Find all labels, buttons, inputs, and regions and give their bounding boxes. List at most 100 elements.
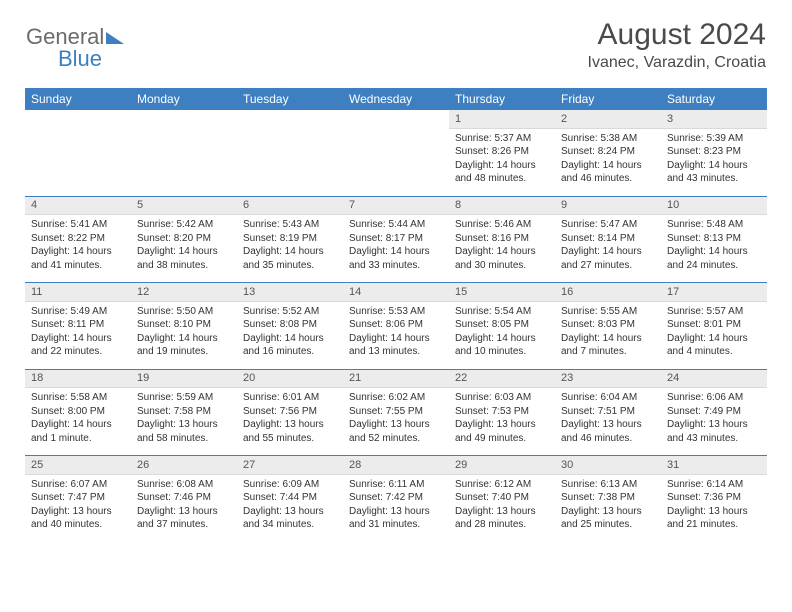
day-number-row: 45678910 bbox=[25, 197, 767, 215]
daylight-text: Daylight: 13 hours and 25 minutes. bbox=[561, 505, 655, 532]
daylight-text: Daylight: 14 hours and 7 minutes. bbox=[561, 332, 655, 359]
day-number-cell: 21 bbox=[343, 370, 449, 388]
daylight-text: Daylight: 13 hours and 31 minutes. bbox=[349, 505, 443, 532]
sunrise-text: Sunrise: 5:39 AM bbox=[667, 132, 761, 146]
page-header: General Blue August 2024 Ivanec, Varazdi… bbox=[0, 0, 792, 80]
day-content-cell: Sunrise: 5:54 AMSunset: 8:05 PMDaylight:… bbox=[449, 301, 555, 369]
day-number-cell: 31 bbox=[661, 456, 767, 474]
day-header: Monday bbox=[131, 88, 237, 110]
day-number-cell: 17 bbox=[661, 283, 767, 301]
daylight-text: Daylight: 13 hours and 37 minutes. bbox=[137, 505, 231, 532]
sunset-text: Sunset: 7:55 PM bbox=[349, 405, 443, 419]
sunrise-text: Sunrise: 5:50 AM bbox=[137, 305, 231, 319]
daylight-text: Daylight: 14 hours and 27 minutes. bbox=[561, 245, 655, 272]
day-content-row: Sunrise: 6:07 AMSunset: 7:47 PMDaylight:… bbox=[25, 474, 767, 542]
day-number-row: 25262728293031 bbox=[25, 456, 767, 474]
daylight-text: Daylight: 13 hours and 46 minutes. bbox=[561, 418, 655, 445]
sunset-text: Sunset: 8:13 PM bbox=[667, 232, 761, 246]
daylight-text: Daylight: 14 hours and 13 minutes. bbox=[349, 332, 443, 359]
day-content-row: Sunrise: 5:49 AMSunset: 8:11 PMDaylight:… bbox=[25, 301, 767, 369]
sunrise-text: Sunrise: 5:37 AM bbox=[455, 132, 549, 146]
day-number-row: 11121314151617 bbox=[25, 283, 767, 301]
day-content-cell: Sunrise: 5:43 AMSunset: 8:19 PMDaylight:… bbox=[237, 215, 343, 283]
day-number-cell: 3 bbox=[661, 110, 767, 128]
sunrise-text: Sunrise: 6:06 AM bbox=[667, 391, 761, 405]
sunset-text: Sunset: 8:26 PM bbox=[455, 145, 549, 159]
sunset-text: Sunset: 7:51 PM bbox=[561, 405, 655, 419]
day-number-cell: 14 bbox=[343, 283, 449, 301]
day-number-cell: 16 bbox=[555, 283, 661, 301]
sunrise-text: Sunrise: 5:48 AM bbox=[667, 218, 761, 232]
sunset-text: Sunset: 8:00 PM bbox=[31, 405, 125, 419]
day-content-cell: Sunrise: 5:44 AMSunset: 8:17 PMDaylight:… bbox=[343, 215, 449, 283]
sunrise-text: Sunrise: 5:52 AM bbox=[243, 305, 337, 319]
day-number-cell: 10 bbox=[661, 197, 767, 215]
day-number-cell: 8 bbox=[449, 197, 555, 215]
day-number-cell: 4 bbox=[25, 197, 131, 215]
sunset-text: Sunset: 8:20 PM bbox=[137, 232, 231, 246]
daylight-text: Daylight: 13 hours and 52 minutes. bbox=[349, 418, 443, 445]
day-content-cell bbox=[237, 128, 343, 196]
sunrise-text: Sunrise: 6:08 AM bbox=[137, 478, 231, 492]
sunrise-text: Sunrise: 5:54 AM bbox=[455, 305, 549, 319]
day-content-cell: Sunrise: 6:11 AMSunset: 7:42 PMDaylight:… bbox=[343, 474, 449, 542]
day-content-cell: Sunrise: 5:46 AMSunset: 8:16 PMDaylight:… bbox=[449, 215, 555, 283]
day-content-cell: Sunrise: 5:37 AMSunset: 8:26 PMDaylight:… bbox=[449, 128, 555, 196]
day-content-cell: Sunrise: 5:38 AMSunset: 8:24 PMDaylight:… bbox=[555, 128, 661, 196]
sunset-text: Sunset: 8:10 PM bbox=[137, 318, 231, 332]
sunrise-text: Sunrise: 6:14 AM bbox=[667, 478, 761, 492]
daylight-text: Daylight: 13 hours and 55 minutes. bbox=[243, 418, 337, 445]
sunset-text: Sunset: 8:14 PM bbox=[561, 232, 655, 246]
day-content-cell: Sunrise: 5:41 AMSunset: 8:22 PMDaylight:… bbox=[25, 215, 131, 283]
sunset-text: Sunset: 8:05 PM bbox=[455, 318, 549, 332]
sunrise-text: Sunrise: 6:11 AM bbox=[349, 478, 443, 492]
sunrise-text: Sunrise: 6:09 AM bbox=[243, 478, 337, 492]
sunset-text: Sunset: 8:01 PM bbox=[667, 318, 761, 332]
sunset-text: Sunset: 7:53 PM bbox=[455, 405, 549, 419]
sunset-text: Sunset: 8:24 PM bbox=[561, 145, 655, 159]
day-content-cell: Sunrise: 6:07 AMSunset: 7:47 PMDaylight:… bbox=[25, 474, 131, 542]
sunset-text: Sunset: 8:22 PM bbox=[31, 232, 125, 246]
daylight-text: Daylight: 14 hours and 43 minutes. bbox=[667, 159, 761, 186]
daylight-text: Daylight: 14 hours and 24 minutes. bbox=[667, 245, 761, 272]
day-content-cell: Sunrise: 5:52 AMSunset: 8:08 PMDaylight:… bbox=[237, 301, 343, 369]
day-content-row: Sunrise: 5:37 AMSunset: 8:26 PMDaylight:… bbox=[25, 128, 767, 196]
sunrise-text: Sunrise: 5:57 AM bbox=[667, 305, 761, 319]
sunrise-text: Sunrise: 5:58 AM bbox=[31, 391, 125, 405]
calendar-table: SundayMondayTuesdayWednesdayThursdayFrid… bbox=[25, 88, 767, 542]
daylight-text: Daylight: 13 hours and 58 minutes. bbox=[137, 418, 231, 445]
sunrise-text: Sunrise: 5:38 AM bbox=[561, 132, 655, 146]
day-content-row: Sunrise: 5:41 AMSunset: 8:22 PMDaylight:… bbox=[25, 215, 767, 283]
sunset-text: Sunset: 8:11 PM bbox=[31, 318, 125, 332]
daylight-text: Daylight: 14 hours and 30 minutes. bbox=[455, 245, 549, 272]
day-content-cell: Sunrise: 6:08 AMSunset: 7:46 PMDaylight:… bbox=[131, 474, 237, 542]
day-content-row: Sunrise: 5:58 AMSunset: 8:00 PM Daylight:… bbox=[25, 388, 767, 456]
daylight-text: Daylight: 13 hours and 43 minutes. bbox=[667, 418, 761, 445]
day-content-cell: Sunrise: 5:47 AMSunset: 8:14 PMDaylight:… bbox=[555, 215, 661, 283]
day-content-cell: Sunrise: 5:39 AMSunset: 8:23 PMDaylight:… bbox=[661, 128, 767, 196]
day-content-cell: Sunrise: 5:48 AMSunset: 8:13 PMDaylight:… bbox=[661, 215, 767, 283]
day-number-cell: 27 bbox=[237, 456, 343, 474]
daylight-text: Daylight: 14 hours and 48 minutes. bbox=[455, 159, 549, 186]
sunset-text: Sunset: 7:58 PM bbox=[137, 405, 231, 419]
day-number-cell: 18 bbox=[25, 370, 131, 388]
day-number-cell: 23 bbox=[555, 370, 661, 388]
day-content-cell bbox=[25, 128, 131, 196]
day-content-cell: Sunrise: 6:04 AMSunset: 7:51 PMDaylight:… bbox=[555, 388, 661, 456]
sunrise-text: Sunrise: 5:49 AM bbox=[31, 305, 125, 319]
day-content-cell: Sunrise: 5:50 AMSunset: 8:10 PMDaylight:… bbox=[131, 301, 237, 369]
sunrise-text: Sunrise: 6:01 AM bbox=[243, 391, 337, 405]
sunrise-text: Sunrise: 5:44 AM bbox=[349, 218, 443, 232]
daylight-text: Daylight: 13 hours and 28 minutes. bbox=[455, 505, 549, 532]
daylight-text: Daylight: 14 hours and 22 minutes. bbox=[31, 332, 125, 359]
sunset-text: Sunset: 8:08 PM bbox=[243, 318, 337, 332]
daylight-text: Daylight: 14 hours and 46 minutes. bbox=[561, 159, 655, 186]
sunrise-text: Sunrise: 5:59 AM bbox=[137, 391, 231, 405]
title-block: August 2024 Ivanec, Varazdin, Croatia bbox=[588, 18, 766, 72]
sunrise-text: Sunrise: 6:07 AM bbox=[31, 478, 125, 492]
logo-text-blue: Blue bbox=[58, 46, 124, 72]
day-content-cell: Sunrise: 5:58 AMSunset: 8:00 PMDaylight:… bbox=[25, 388, 131, 456]
day-content-cell: Sunrise: 5:59 AMSunset: 7:58 PMDaylight:… bbox=[131, 388, 237, 456]
sunset-text: Sunset: 7:36 PM bbox=[667, 491, 761, 505]
day-header: Friday bbox=[555, 88, 661, 110]
